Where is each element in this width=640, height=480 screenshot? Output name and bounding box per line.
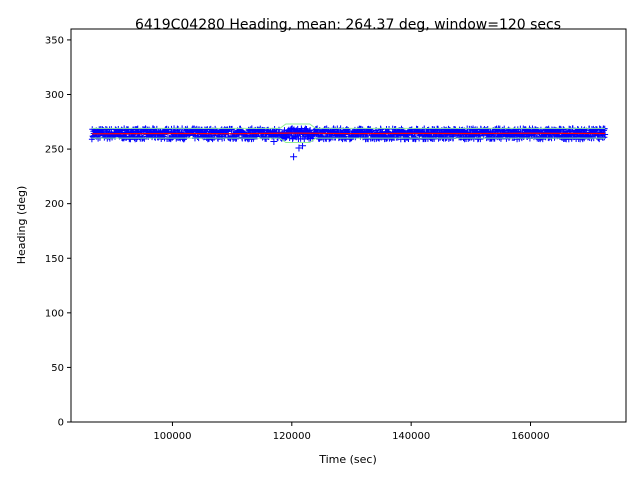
x-axis: 100000 120000 140000 160000 bbox=[153, 422, 550, 442]
y-tick-label: 50 bbox=[51, 363, 64, 374]
y-tick-label: 350 bbox=[45, 35, 64, 46]
heading-point bbox=[168, 125, 175, 132]
heading-point bbox=[601, 134, 608, 141]
plot-area bbox=[88, 123, 609, 161]
heading-point bbox=[118, 126, 125, 133]
heading-point bbox=[602, 131, 609, 138]
y-tick-label: 100 bbox=[45, 308, 64, 319]
heading-point bbox=[477, 136, 484, 143]
heading-points bbox=[88, 125, 609, 143]
y-axis: 0 50 100 150 200 250 300 350 bbox=[45, 35, 71, 429]
y-tick-label: 0 bbox=[58, 418, 64, 429]
chart-title: 6419C04280 Heading, mean: 264.37 deg, wi… bbox=[135, 17, 561, 33]
y-tick-label: 200 bbox=[45, 199, 64, 210]
heading-outlier bbox=[270, 137, 278, 145]
heading-point bbox=[450, 131, 457, 138]
envelope-line bbox=[91, 137, 606, 144]
mean-line bbox=[91, 132, 606, 135]
x-tick-label: 100000 bbox=[153, 431, 191, 442]
envelope-line bbox=[91, 123, 606, 129]
x-tick-label: 140000 bbox=[392, 431, 430, 442]
y-tick-label: 150 bbox=[45, 254, 64, 265]
heading-outlier bbox=[290, 153, 298, 161]
x-axis-label: Time (sec) bbox=[318, 453, 377, 466]
heading-outlier bbox=[295, 144, 303, 152]
heading-point bbox=[408, 126, 415, 133]
x-tick-label: 120000 bbox=[273, 431, 311, 442]
heading-point bbox=[165, 126, 172, 133]
heading-outlier bbox=[299, 142, 307, 150]
x-tick-label: 160000 bbox=[511, 431, 549, 442]
heading-point bbox=[596, 136, 603, 143]
heading-point bbox=[153, 125, 160, 132]
heading-outlier bbox=[303, 128, 311, 136]
y-tick-label: 250 bbox=[45, 145, 64, 156]
y-axis-label: Heading (deg) bbox=[15, 186, 28, 265]
axes-frame bbox=[70, 28, 627, 423]
heading-point bbox=[445, 125, 452, 132]
y-tick-label: 300 bbox=[45, 90, 64, 101]
heading-point bbox=[560, 126, 567, 133]
heading-point bbox=[209, 136, 216, 143]
